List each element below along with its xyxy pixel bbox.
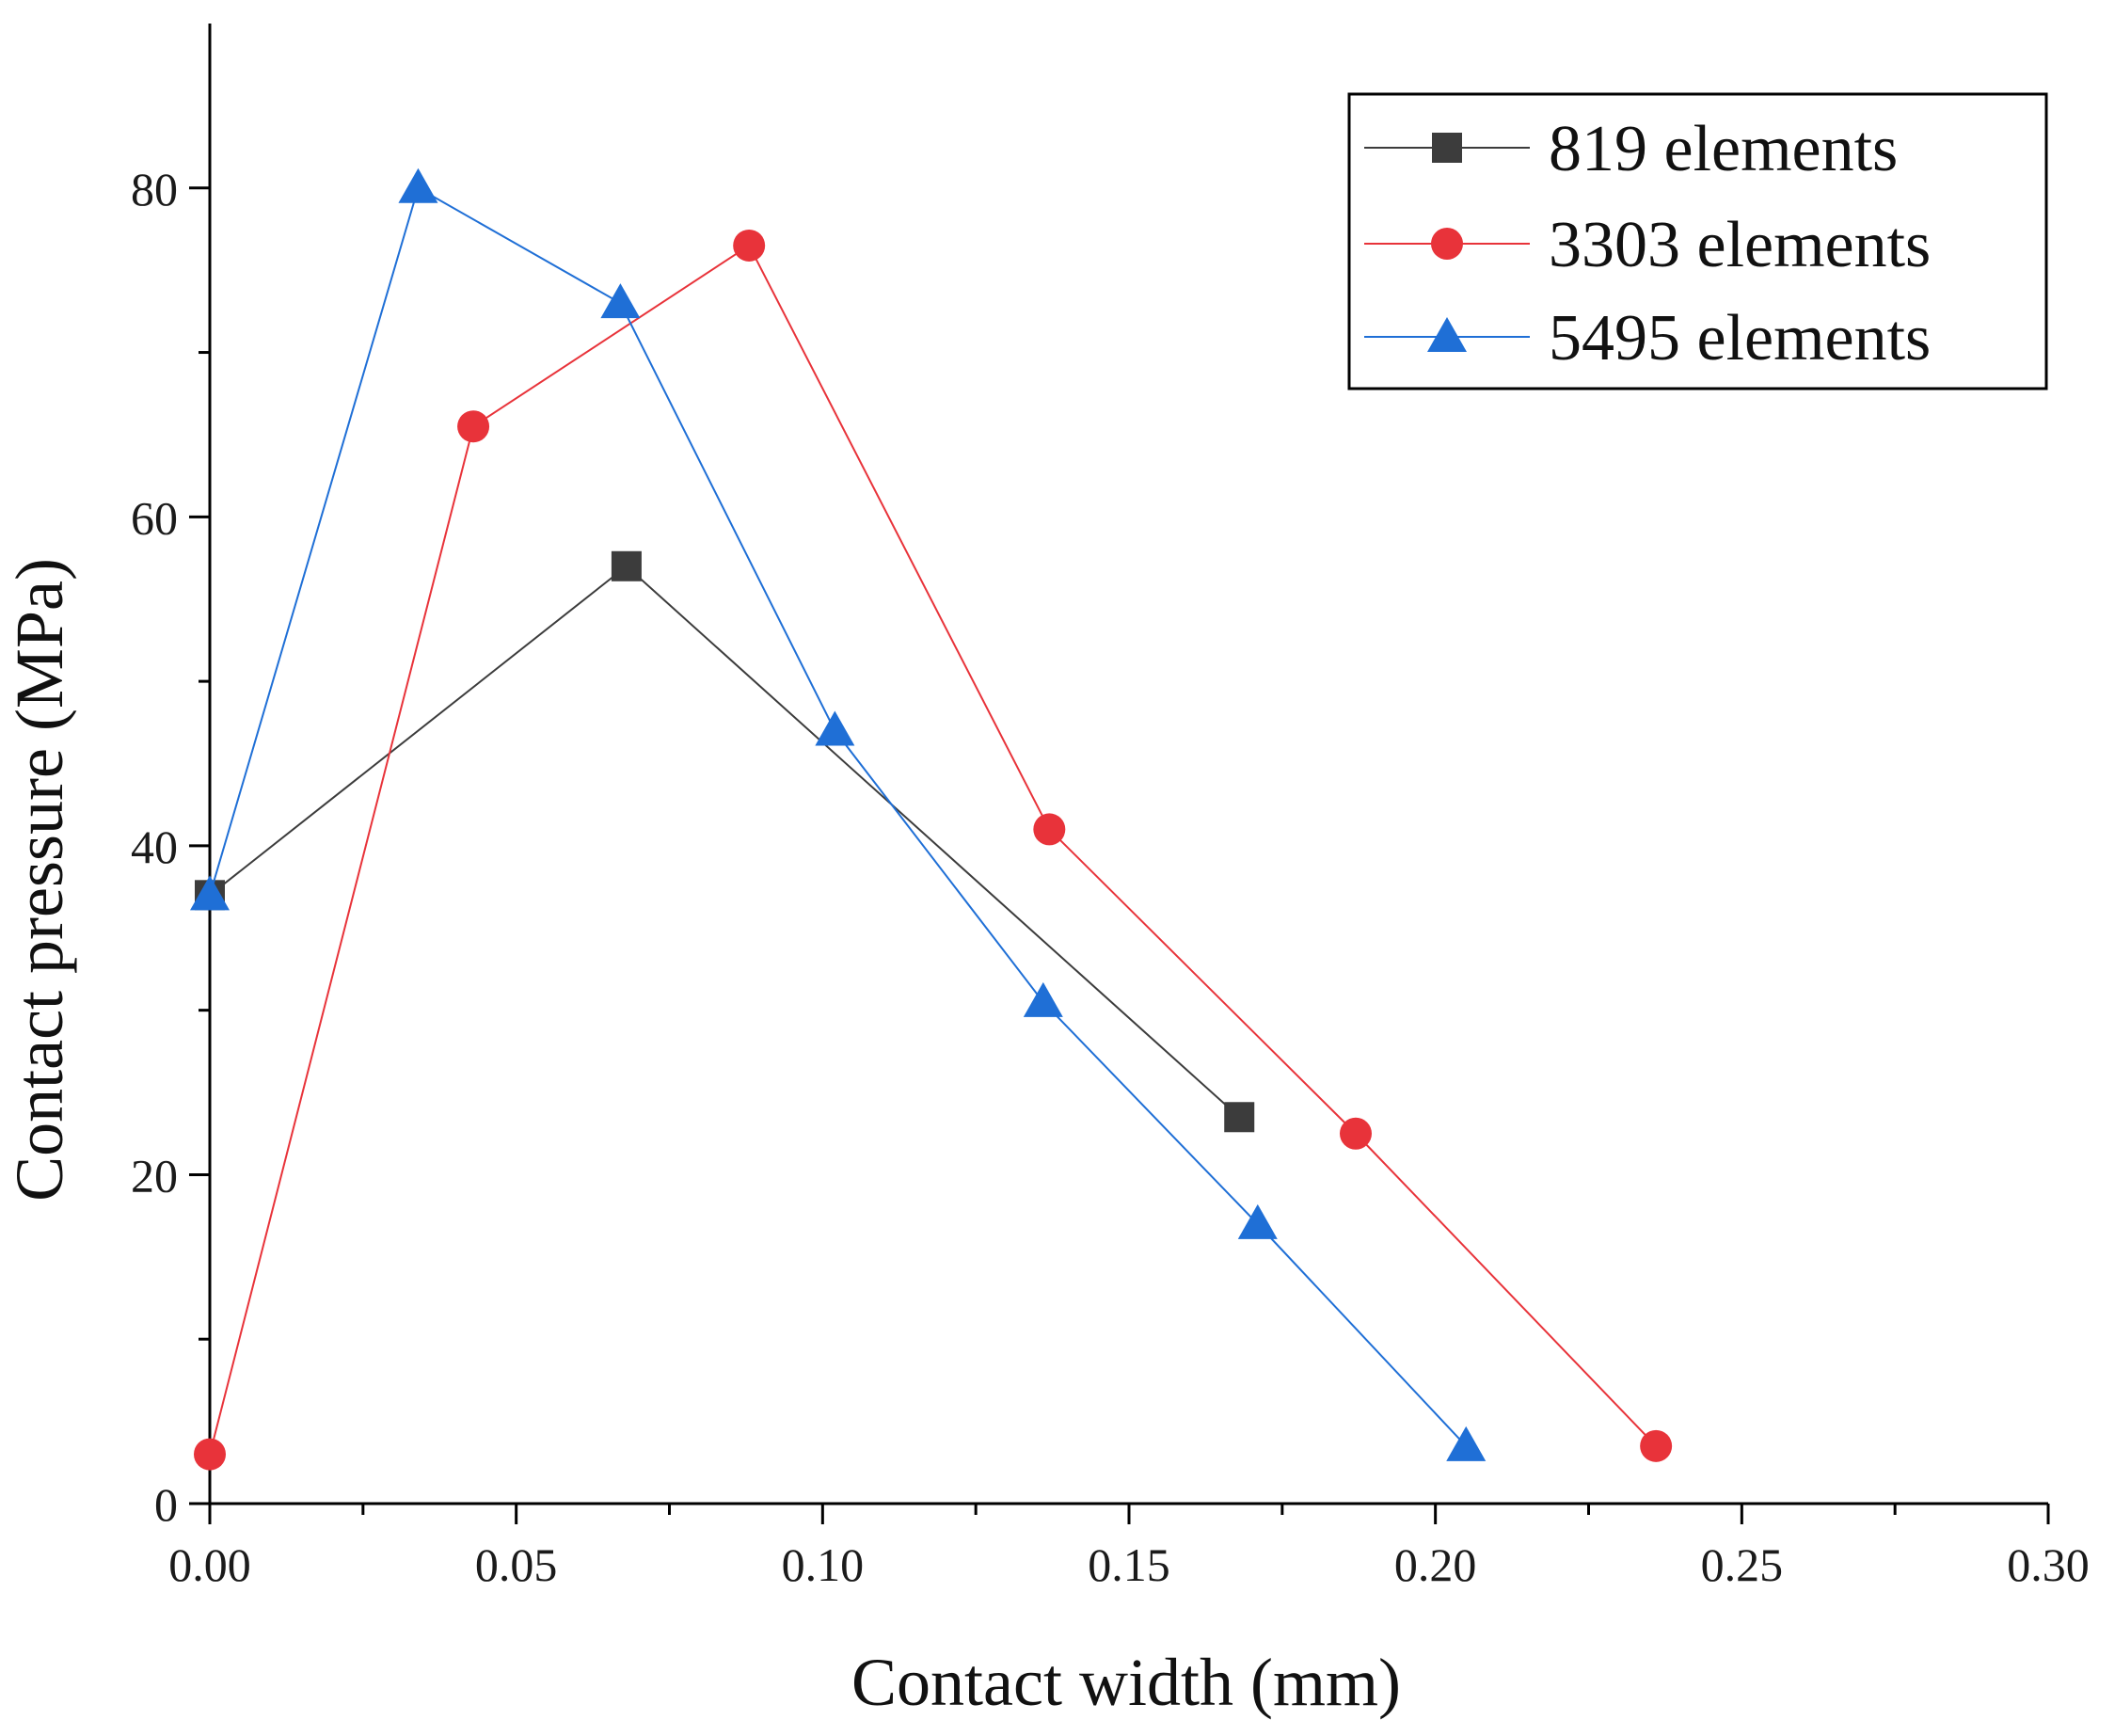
legend-marker bbox=[1431, 228, 1463, 260]
data-point bbox=[457, 410, 490, 443]
y-tick-label: 0 bbox=[154, 1478, 178, 1531]
data-point bbox=[398, 167, 438, 203]
series-line bbox=[209, 244, 1657, 1455]
x-tick-label: 0.30 bbox=[2007, 1538, 2090, 1591]
series-line bbox=[209, 565, 1240, 1119]
x-tick-label: 0.15 bbox=[1088, 1538, 1170, 1591]
data-point bbox=[815, 710, 855, 746]
legend-marker bbox=[1427, 317, 1467, 352]
data-point bbox=[611, 550, 642, 581]
y-tick-label: 20 bbox=[131, 1149, 178, 1202]
axes: 0.00 0.05 0.10 0.15 0.20 0.25 0.30 0 20 40 60 80 bbox=[131, 24, 2090, 1591]
legend-item: 5495 elements bbox=[1364, 302, 1931, 374]
x-tick-label: 0.20 bbox=[1394, 1538, 1477, 1591]
legend-marker bbox=[1432, 133, 1462, 163]
legend-item: 3303 elements bbox=[1364, 209, 1931, 281]
data-point bbox=[1224, 1102, 1255, 1133]
data-point bbox=[600, 283, 641, 319]
series-1 bbox=[194, 229, 1673, 1471]
series-layer bbox=[190, 167, 1673, 1471]
legend-item: 819 elements bbox=[1364, 113, 1898, 185]
data-point bbox=[190, 875, 230, 911]
x-tick-label: 0.25 bbox=[1701, 1538, 1784, 1591]
legend-label: 3303 elements bbox=[1549, 209, 1931, 281]
data-point bbox=[1033, 813, 1066, 846]
x-tick-label: 0.10 bbox=[782, 1538, 865, 1591]
data-point bbox=[1339, 1117, 1372, 1150]
data-point bbox=[1640, 1429, 1673, 1462]
data-point bbox=[1446, 1425, 1487, 1461]
x-tick-label: 0.05 bbox=[475, 1538, 558, 1591]
data-point bbox=[733, 229, 766, 262]
x-tick-label: 0.00 bbox=[168, 1538, 251, 1591]
y-axis-title: Contact pressure (MPa) bbox=[2, 558, 77, 1202]
legend-label: 819 elements bbox=[1549, 113, 1898, 185]
data-point bbox=[1023, 981, 1063, 1017]
x-axis-title: Contact width (mm) bbox=[851, 1645, 1401, 1720]
legend-label: 5495 elements bbox=[1549, 302, 1931, 374]
data-point bbox=[1237, 1203, 1278, 1239]
legend: 819 elements 3303 elements 5495 elements bbox=[1347, 92, 2048, 390]
y-tick-label: 60 bbox=[131, 491, 178, 544]
legend-box bbox=[1347, 92, 2048, 390]
series-line bbox=[209, 186, 1467, 1447]
data-point bbox=[194, 1438, 226, 1471]
series-0 bbox=[195, 550, 1255, 1133]
y-tick-label: 80 bbox=[131, 163, 178, 215]
y-tick-label: 40 bbox=[131, 820, 178, 873]
series-2 bbox=[190, 167, 1487, 1461]
